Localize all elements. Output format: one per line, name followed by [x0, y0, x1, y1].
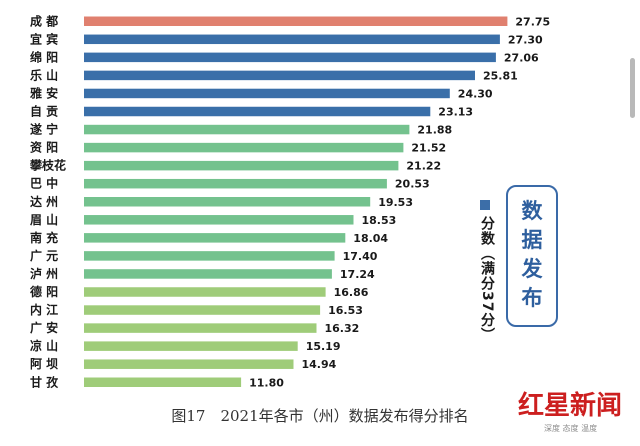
category-label: 阿 坝: [30, 357, 58, 371]
watermark-logo: 红星新闻 深度 态度 温度: [518, 385, 636, 443]
value-label: 11.80: [249, 376, 284, 389]
value-label: 25.81: [483, 69, 518, 82]
category-label: 内 江: [30, 302, 58, 317]
value-label: 16.32: [325, 322, 360, 335]
category-label: 自 贡: [30, 104, 58, 119]
bar: [84, 142, 404, 153]
scrollbar[interactable]: [630, 58, 635, 118]
watermark-brand: 红星新闻: [518, 391, 623, 421]
figure-caption: 图17 2021年各市（州）数据发布得分排名: [171, 407, 469, 425]
category-label: 德 阳: [30, 284, 58, 299]
chart-legend: 分数（满分37分）: [474, 200, 498, 342]
bar: [84, 215, 354, 225]
bar: [84, 34, 500, 45]
value-label: 18.04: [353, 232, 388, 245]
value-label: 27.30: [508, 33, 543, 46]
bar: [84, 124, 410, 135]
bar: [84, 160, 399, 171]
value-label: 27.75: [515, 15, 550, 28]
bar: [84, 233, 346, 243]
category-label: 甘 孜: [30, 374, 59, 389]
value-label: 15.19: [306, 340, 341, 353]
category-label: 攀枝花: [30, 158, 66, 173]
value-label: 17.40: [343, 250, 378, 263]
data-release-badge-text: 数据发布: [521, 199, 543, 310]
bar: [84, 305, 321, 315]
value-label: 27.06: [504, 51, 539, 64]
bar: [84, 16, 508, 26]
category-label: 乐 山: [30, 67, 58, 82]
value-label: 23.13: [438, 106, 473, 119]
value-label: 16.53: [328, 304, 363, 317]
bar: [84, 359, 294, 369]
bar: [84, 323, 317, 333]
bar: [84, 377, 242, 387]
category-label: 绵 阳: [30, 49, 58, 64]
bar: [84, 52, 496, 63]
category-label: 凉 山: [30, 338, 58, 353]
value-label: 16.86: [334, 286, 369, 299]
category-label: 眉 山: [30, 212, 58, 227]
bar: [84, 197, 371, 207]
category-label: 广 元: [30, 248, 58, 263]
value-label: 24.30: [458, 87, 493, 100]
value-label: 21.88: [417, 124, 452, 137]
category-label: 巴 中: [30, 176, 58, 191]
value-label: 21.22: [406, 160, 441, 173]
bar: [84, 251, 335, 261]
category-label: 雅 安: [29, 85, 58, 100]
category-label: 南 充: [30, 230, 58, 245]
category-label: 资 阳: [30, 140, 58, 155]
value-label: 14.94: [302, 358, 337, 371]
category-label: 泸 州: [30, 266, 58, 281]
value-label: 18.53: [362, 214, 397, 227]
legend-swatch: [480, 200, 490, 210]
bar: [84, 269, 332, 279]
bar: [84, 341, 298, 351]
value-label: 20.53: [395, 178, 430, 191]
watermark-slogan: 深度 态度 温度: [544, 424, 598, 433]
category-label: 遂 宁: [30, 122, 58, 137]
bar: [84, 88, 450, 99]
bar: [84, 70, 475, 81]
value-label: 21.52: [411, 142, 446, 155]
value-label: 19.53: [378, 196, 413, 209]
value-label: 17.24: [340, 268, 375, 281]
bar: [84, 178, 387, 189]
category-label: 宜 宾: [30, 31, 58, 46]
data-release-badge: 数据发布: [506, 185, 558, 327]
bar: [84, 287, 326, 297]
bar: [84, 106, 431, 117]
category-label: 达 州: [30, 194, 58, 209]
legend-label: 分数（满分37分）: [479, 216, 495, 343]
category-label: 成 都: [30, 13, 58, 28]
category-label: 广 安: [30, 320, 58, 335]
